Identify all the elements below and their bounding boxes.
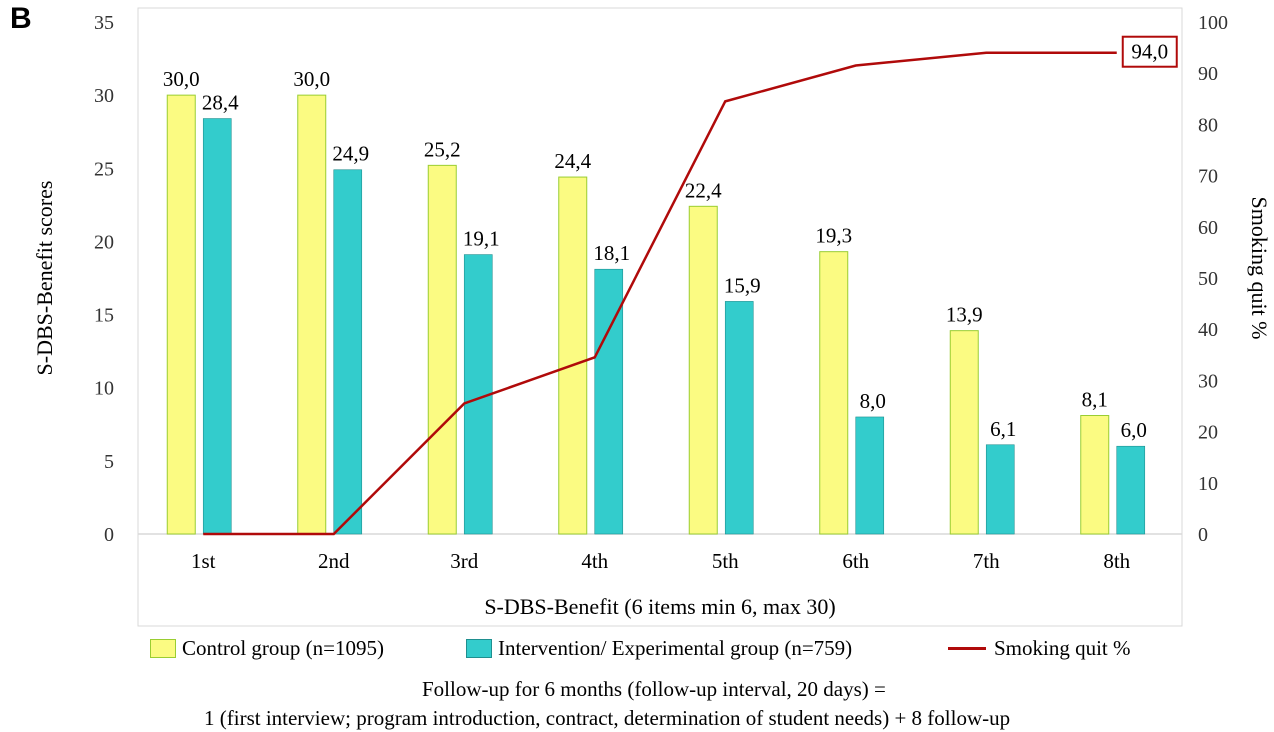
x-tick-label: 6th: [842, 549, 869, 573]
y2-tick-label: 0: [1198, 524, 1208, 546]
data-label-control: 22,4: [685, 178, 722, 202]
data-label-control: 8,1: [1082, 388, 1108, 412]
y2-tick-label: 60: [1198, 217, 1218, 239]
data-label-control: 19,3: [815, 224, 852, 248]
bar-intervention: [1116, 445, 1146, 535]
legend-swatch-control: [150, 639, 176, 658]
x-tick-label: 2nd: [318, 549, 350, 573]
bar-control: [1080, 415, 1110, 535]
data-label-intervention: 8,0: [860, 389, 886, 413]
legend-swatch-intervention: [466, 639, 492, 658]
x-tick-label: 8th: [1103, 549, 1130, 573]
bar-intervention: [724, 301, 754, 535]
data-label-control: 30,0: [293, 67, 330, 91]
y-tick-label: 5: [104, 451, 114, 473]
x-axis-title: S-DBS-Benefit (6 items min 6, max 30): [484, 594, 835, 619]
data-label-control: 13,9: [946, 303, 983, 327]
x-tick-label: 1st: [191, 549, 216, 573]
bar-control: [558, 176, 588, 535]
bar-intervention: [333, 169, 363, 535]
y2-tick-label: 100: [1198, 12, 1228, 34]
data-label-intervention: 6,0: [1121, 418, 1147, 442]
y2-tick-label: 10: [1198, 473, 1218, 495]
data-label-intervention: 19,1: [463, 227, 500, 251]
bar-control: [297, 94, 327, 535]
y2-axis-title: Smoking quit %: [1247, 196, 1272, 339]
y-tick-label: 10: [94, 378, 114, 400]
x-tick-label: 4th: [581, 549, 608, 573]
legend-item-intervention: Intervention/ Experimental group (n=759): [466, 636, 852, 661]
bar-control: [819, 251, 849, 535]
bar-intervention: [855, 416, 885, 535]
data-label-intervention: 24,9: [332, 142, 369, 166]
legend-item-control: Control group (n=1095): [150, 636, 384, 661]
data-label-intervention: 18,1: [593, 241, 630, 265]
panel-label: B: [10, 2, 32, 35]
bar-control: [427, 164, 457, 535]
end-label-box: [1121, 35, 1178, 68]
y2-tick-label: 40: [1198, 319, 1218, 341]
y2-tick-label: 30: [1198, 370, 1218, 392]
legend-item-quit: Smoking quit %: [948, 636, 1131, 661]
bar-intervention: [202, 118, 232, 535]
data-label-control: 30,0: [163, 67, 200, 91]
bar-control: [688, 205, 718, 535]
y-tick-label: 0: [104, 524, 114, 546]
data-label-intervention: 28,4: [202, 91, 239, 115]
data-label-intervention: 6,1: [990, 417, 1016, 441]
y2-tick-label: 90: [1198, 63, 1218, 85]
y-tick-label: 35: [94, 12, 114, 34]
y2-tick-label: 20: [1198, 422, 1218, 444]
footnote-line-1: Follow-up for 6 months (follow-up interv…: [422, 677, 886, 701]
end-label-smoking-quit: 94,0: [1131, 40, 1168, 64]
legend-label-quit: Smoking quit %: [994, 636, 1131, 660]
bar-intervention: [985, 444, 1015, 535]
bar-control: [166, 94, 196, 535]
y2-tick-label: 80: [1198, 114, 1218, 136]
y2-tick-label: 70: [1198, 166, 1218, 188]
x-tick-label: 5th: [712, 549, 739, 573]
y-tick-label: 30: [94, 85, 114, 107]
line-smoking-quit: [203, 51, 1117, 536]
y-tick-label: 15: [94, 305, 114, 327]
x-tick-label: 3rd: [450, 549, 478, 573]
data-label-intervention: 15,9: [724, 273, 761, 297]
footnote-line-2: 1 (first interview; program introduction…: [204, 706, 1011, 730]
y-axis-title: S-DBS-Benefit scores: [32, 181, 57, 376]
x-tick-label: 7th: [973, 549, 1000, 573]
plot-frame: [137, 7, 1183, 627]
data-label-control: 25,2: [424, 137, 461, 161]
legend-label-intervention: Intervention/ Experimental group (n=759): [498, 636, 853, 660]
bar-control: [949, 330, 979, 535]
y2-tick-label: 50: [1198, 268, 1218, 290]
data-label-control: 24,4: [554, 149, 591, 173]
y-tick-label: 20: [94, 231, 114, 253]
y-tick-label: 25: [94, 158, 114, 180]
legend-label-control: Control group (n=1095): [182, 636, 384, 660]
legend-line-quit: [948, 647, 986, 650]
